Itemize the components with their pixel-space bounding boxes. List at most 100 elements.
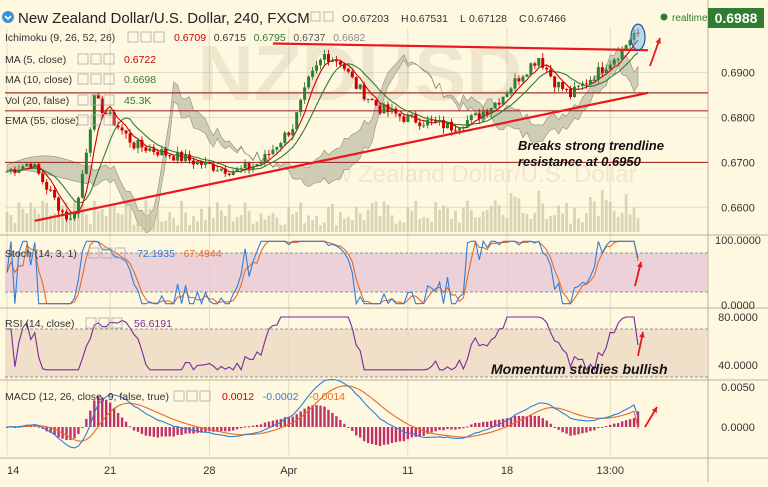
annotation-arrowhead (655, 38, 661, 44)
macd-histogram-bar (263, 422, 267, 427)
time-tick-label: 21 (104, 465, 116, 477)
oscillator-settings-icon[interactable] (186, 390, 198, 402)
volume-bar (116, 212, 120, 232)
macd-histogram-bar (116, 412, 120, 427)
indicator-settings-icon[interactable] (90, 114, 102, 126)
candle-body (580, 83, 584, 86)
candle-body (326, 54, 330, 62)
macd-histogram-bar (581, 427, 584, 434)
macd-histogram-bar (486, 421, 489, 427)
candle-body (199, 161, 203, 165)
macd-histogram-bar (370, 427, 374, 445)
volume-bar (275, 217, 279, 232)
indicator-value: 0.6737 (293, 32, 325, 44)
oscillator-settings-icon[interactable] (85, 317, 97, 329)
oscillator-settings-icon[interactable] (98, 317, 110, 329)
indicator-settings-icon[interactable] (103, 73, 115, 85)
candle-body (25, 163, 29, 167)
macd-histogram-bar (243, 426, 247, 428)
macd-histogram-bar (160, 427, 163, 437)
indicator-settings-icon[interactable] (103, 114, 115, 126)
candle-body (275, 147, 279, 150)
indicator-settings-icon[interactable] (90, 73, 102, 85)
macd-histogram-bar (561, 427, 564, 433)
candle-body (449, 121, 453, 131)
macd-histogram-bar (144, 427, 148, 436)
macd-histogram-bar (124, 421, 128, 427)
candle-body (251, 166, 255, 169)
macd-histogram-bar (319, 405, 322, 427)
volume-bar (402, 222, 406, 232)
volume-bar (267, 215, 271, 232)
macd-histogram-bar (255, 424, 259, 427)
volume-bar (37, 214, 41, 232)
candle-body (346, 68, 350, 72)
oscillator-settings-icon[interactable] (88, 247, 100, 259)
volume-bar (120, 214, 124, 232)
indicator-settings-icon[interactable] (77, 114, 89, 126)
macd-histogram-bar (105, 399, 108, 427)
volume-bar (81, 204, 84, 232)
candle-body (517, 78, 521, 82)
volume-bar (537, 190, 541, 232)
indicator-value: 0.6722 (124, 54, 156, 66)
macd-histogram-bar (632, 417, 636, 427)
macd-histogram-bar (128, 426, 132, 428)
macd-histogram-bar (613, 423, 616, 427)
candle-body (442, 119, 446, 129)
volume-bar (25, 213, 29, 232)
volume-bar (204, 219, 207, 232)
collapse-icon[interactable] (2, 11, 14, 23)
macd-histogram-bar (156, 427, 159, 438)
candle-body (188, 154, 192, 161)
symbol-title[interactable]: New Zealand Dollar/U.S. Dollar, 240, FXC… (18, 10, 310, 27)
volume-bar (9, 215, 13, 232)
macd-histogram-bar (533, 415, 537, 427)
indicator-settings-icon[interactable] (90, 53, 102, 65)
indicator-label: EMA (55, close) (5, 115, 79, 127)
volume-bar (144, 200, 148, 232)
volume-bar (49, 215, 53, 232)
candle-body (576, 85, 580, 87)
indicator-settings-icon[interactable] (90, 94, 102, 106)
oscillator-settings-icon[interactable] (111, 317, 123, 329)
candle-body (128, 133, 132, 143)
indicator-settings-icon[interactable] (127, 31, 139, 43)
header-settings-icons[interactable] (310, 11, 334, 22)
macd-histogram-bar (636, 411, 640, 427)
indicator-settings-icon[interactable] (77, 53, 89, 65)
candle-body (315, 65, 319, 71)
macd-histogram-bar (577, 427, 580, 435)
candle-body (180, 151, 184, 161)
oscillator-settings-icon[interactable] (114, 247, 126, 259)
macd-histogram-bar (204, 427, 207, 432)
candle-body (227, 173, 231, 175)
candle-body (243, 163, 247, 169)
candle-body (116, 125, 120, 128)
macd-histogram-bar (347, 427, 350, 428)
volume-bar (132, 224, 136, 232)
macd-tick-label: 0.0050 (721, 382, 755, 394)
candle-body (17, 169, 21, 173)
indicator-settings-icon[interactable] (77, 73, 89, 85)
oscillator-settings-icon[interactable] (199, 390, 211, 402)
indicator-settings-icon[interactable] (77, 94, 89, 106)
oscillator-settings-icon[interactable] (101, 247, 113, 259)
indicator-settings-icon[interactable] (103, 53, 115, 65)
candle-body (350, 71, 354, 78)
macd-histogram-bar (251, 425, 255, 427)
volume-bar (442, 205, 445, 232)
volume-bar (521, 213, 525, 232)
indicator-settings-icon[interactable] (153, 31, 165, 43)
trendlines[interactable] (34, 23, 649, 222)
candle-body (545, 67, 549, 70)
oscillator-settings-icon[interactable] (173, 390, 185, 402)
volume-bar (406, 207, 410, 232)
indicator-settings-icon[interactable] (140, 31, 152, 43)
candle-body (37, 164, 41, 174)
volume-bar (243, 202, 247, 232)
indicator-settings-icon[interactable] (103, 94, 115, 106)
volume-bar (259, 213, 263, 232)
volume-bar (156, 208, 160, 232)
